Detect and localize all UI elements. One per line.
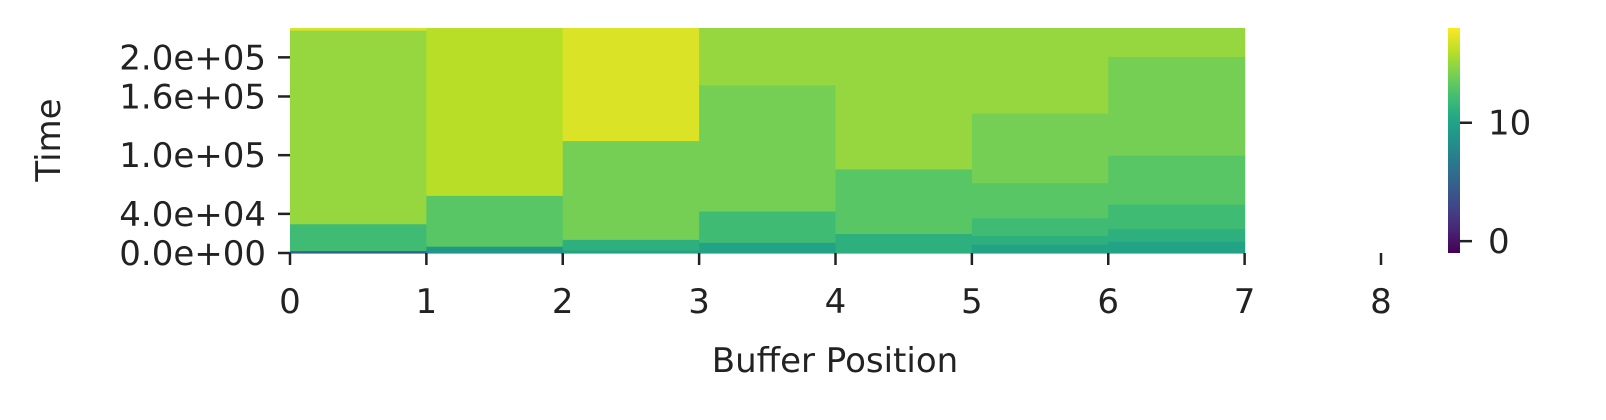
x-tick-label: 4 [825, 282, 847, 322]
heatmap-cell [971, 235, 1109, 245]
heatmap-cell [426, 195, 564, 247]
heatmap-cell [562, 239, 700, 251]
y-tick-label: 0.0e+00 [119, 234, 266, 274]
heatmap-cell [699, 210, 837, 243]
heatmap-cell [699, 28, 837, 86]
x-tick-label: 5 [961, 282, 983, 322]
heatmap-cell [562, 140, 700, 240]
colorbar-ticks: 0 10 [1460, 104, 1531, 262]
heatmap-cell [835, 28, 973, 170]
x-tick-label: 0 [279, 282, 301, 322]
heatmap-cell [426, 28, 564, 196]
x-tick-label: 8 [1370, 282, 1392, 322]
colorbar-tick-label: 0 [1488, 222, 1510, 262]
heatmap-cell [971, 28, 1109, 114]
y-tick-label: 1.0e+05 [119, 136, 266, 176]
heatmap-cell [562, 250, 700, 254]
heatmap-cell [835, 168, 973, 235]
x-tick-label: 3 [688, 282, 710, 322]
heatmap-cell [290, 250, 427, 254]
heatmap-cell [290, 28, 427, 31]
heatmap-cell [1108, 155, 1246, 205]
heatmap-cell [835, 233, 973, 254]
colorbar: 0 10 [1448, 28, 1531, 262]
heatmap-cell [699, 84, 837, 212]
heatmap-cell [971, 244, 1109, 254]
colorbar-tick-label: 10 [1488, 104, 1531, 144]
x-tick-label: 6 [1097, 282, 1119, 322]
y-axis: 0.0e+004.0e+04 1.0e+05 1.6e+052.0e+05 [119, 38, 290, 274]
x-axis: 0 1 2 3 4 5 6 7 8 [279, 253, 1392, 322]
heatmap-cells [290, 28, 1246, 254]
heatmap-cell [1108, 241, 1246, 254]
heatmap-cell [971, 113, 1109, 184]
y-tick-label: 2.0e+05 [119, 38, 266, 78]
heatmap-cell [971, 217, 1109, 236]
heatmap-cell [290, 29, 427, 225]
heatmap-cell [290, 223, 427, 252]
x-axis-label: Buffer Position [712, 341, 958, 381]
heatmap-cell [699, 242, 837, 254]
heatmap-cell [1108, 56, 1246, 156]
heatmap-cell [971, 182, 1109, 219]
y-tick-label: 1.6e+05 [119, 77, 266, 117]
heatmap-cell [1108, 204, 1246, 230]
x-tick-label: 2 [552, 282, 574, 322]
y-axis-label: Time [29, 98, 69, 182]
x-tick-label: 7 [1234, 282, 1256, 322]
heatmap-cell [426, 246, 564, 254]
heatmap-cell [1108, 228, 1246, 242]
y-tick-label: 4.0e+04 [119, 195, 266, 235]
heatmap-cell [562, 28, 700, 142]
colorbar-gradient [1448, 28, 1460, 253]
heatmap-cell [1108, 28, 1246, 57]
x-tick-label: 1 [416, 282, 438, 322]
